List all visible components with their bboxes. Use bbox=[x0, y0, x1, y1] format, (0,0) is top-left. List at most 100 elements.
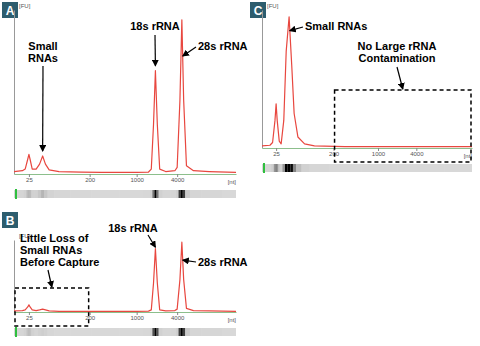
gel-lane bbox=[14, 328, 236, 336]
x-axis-line bbox=[15, 312, 237, 313]
gel-band bbox=[282, 164, 285, 172]
x-tick-label: 1000 bbox=[372, 151, 386, 157]
annotation-line: 28s rRNA bbox=[198, 40, 248, 52]
annotation-line: No Large rRNA bbox=[358, 40, 437, 52]
gel-band bbox=[309, 164, 329, 172]
gel-band bbox=[41, 328, 44, 336]
gel-band bbox=[41, 190, 44, 198]
gel-band bbox=[34, 328, 38, 336]
gel-band bbox=[47, 328, 54, 336]
x-tick-label: 25 bbox=[26, 315, 33, 321]
x-tick: 4000 bbox=[171, 174, 185, 183]
gel-band bbox=[119, 190, 143, 198]
gel-band bbox=[278, 164, 280, 172]
annotation-line: Before Capture bbox=[20, 256, 99, 268]
x-tick: 25 bbox=[26, 312, 33, 321]
trace bbox=[14, 242, 236, 311]
gel-band bbox=[185, 190, 190, 198]
gel-band bbox=[176, 328, 179, 336]
plot-area bbox=[14, 242, 236, 311]
x-axis-line bbox=[15, 174, 237, 175]
panel-label: C bbox=[254, 4, 263, 18]
gel-band bbox=[179, 190, 181, 198]
gel-band bbox=[143, 190, 150, 198]
gel-band bbox=[54, 328, 70, 336]
panel-label: B bbox=[6, 214, 15, 228]
x-axis: 2520010004000 bbox=[15, 312, 237, 321]
x-tick: 200 bbox=[85, 312, 96, 321]
annotation-arrow bbox=[154, 35, 156, 66]
gel-band bbox=[266, 164, 271, 172]
x-axis-label: [nt] bbox=[228, 317, 237, 323]
annotation-line: Small RNAs bbox=[20, 244, 82, 256]
y-axis bbox=[262, 11, 263, 149]
x-tick-label: 200 bbox=[85, 177, 96, 183]
gel-band bbox=[201, 328, 222, 336]
gel-band bbox=[24, 190, 27, 198]
gel-band bbox=[29, 190, 31, 198]
x-tick: 1000 bbox=[130, 174, 144, 183]
gel-band bbox=[262, 164, 266, 172]
gel-band bbox=[28, 328, 29, 336]
gel-band bbox=[14, 190, 18, 198]
annotation: SmallRNAs bbox=[28, 40, 58, 64]
gel-lane bbox=[262, 164, 472, 172]
gel-band bbox=[44, 328, 47, 336]
x-tick: 1000 bbox=[372, 148, 386, 157]
x-tick: 4000 bbox=[410, 148, 424, 157]
annotation: Little Loss ofSmall RNAsBefore Capture bbox=[20, 232, 99, 268]
gel-band bbox=[288, 164, 291, 172]
annotation-arrow bbox=[290, 27, 303, 31]
gel-band bbox=[34, 190, 38, 198]
gel-band bbox=[26, 328, 28, 336]
gel-band bbox=[274, 164, 276, 172]
gel-band bbox=[285, 164, 288, 172]
gel-band bbox=[296, 164, 301, 172]
annotation-arrow bbox=[48, 270, 52, 287]
x-axis-line bbox=[263, 148, 473, 149]
gel-band bbox=[183, 328, 185, 336]
gel-band bbox=[183, 190, 185, 198]
annotation-line: RNAs bbox=[28, 52, 58, 64]
gel-band bbox=[29, 328, 31, 336]
annotation-line: 18s rRNA bbox=[108, 222, 158, 234]
gel-lane bbox=[14, 190, 236, 198]
annotation-line: Small bbox=[28, 40, 57, 52]
gel-band bbox=[201, 190, 222, 198]
x-tick-label: 1000 bbox=[130, 315, 144, 321]
y-axis-line bbox=[14, 241, 15, 313]
annotation-line: Little Loss of bbox=[20, 232, 89, 244]
annotation-line: Contamination bbox=[359, 52, 436, 64]
gel-band bbox=[18, 190, 24, 198]
gel-band bbox=[176, 190, 179, 198]
gel-band bbox=[156, 190, 158, 198]
gel-band bbox=[271, 164, 274, 172]
x-tick: 25 bbox=[273, 148, 280, 157]
annotation-arrow bbox=[183, 260, 196, 262]
gel-band bbox=[119, 328, 143, 336]
gel-band bbox=[301, 164, 309, 172]
panel-label: A bbox=[6, 4, 15, 18]
annotation: No Large rRNAContamination bbox=[358, 40, 437, 64]
gel-band bbox=[150, 190, 152, 198]
gel-band bbox=[150, 328, 152, 336]
gel-marker bbox=[263, 163, 265, 173]
gel-band bbox=[280, 164, 282, 172]
y-axis-line bbox=[14, 11, 15, 175]
annotation: Small RNAs bbox=[305, 20, 367, 32]
annotation-line: Small RNAs bbox=[305, 20, 367, 32]
gel-band bbox=[190, 328, 201, 336]
y-axis-label: [FU] bbox=[19, 3, 31, 9]
gel-band bbox=[38, 328, 41, 336]
gel-band bbox=[26, 190, 28, 198]
gel-band bbox=[159, 328, 163, 336]
gel-band bbox=[152, 190, 154, 198]
gel-band bbox=[31, 190, 34, 198]
gel-band bbox=[293, 164, 296, 172]
gel-band bbox=[223, 328, 236, 336]
annotation-arrow bbox=[183, 47, 196, 56]
gel-band bbox=[290, 164, 293, 172]
x-axis: 2520010004000 bbox=[263, 148, 473, 157]
gel-band bbox=[223, 190, 236, 198]
x-tick-label: 25 bbox=[26, 177, 33, 183]
